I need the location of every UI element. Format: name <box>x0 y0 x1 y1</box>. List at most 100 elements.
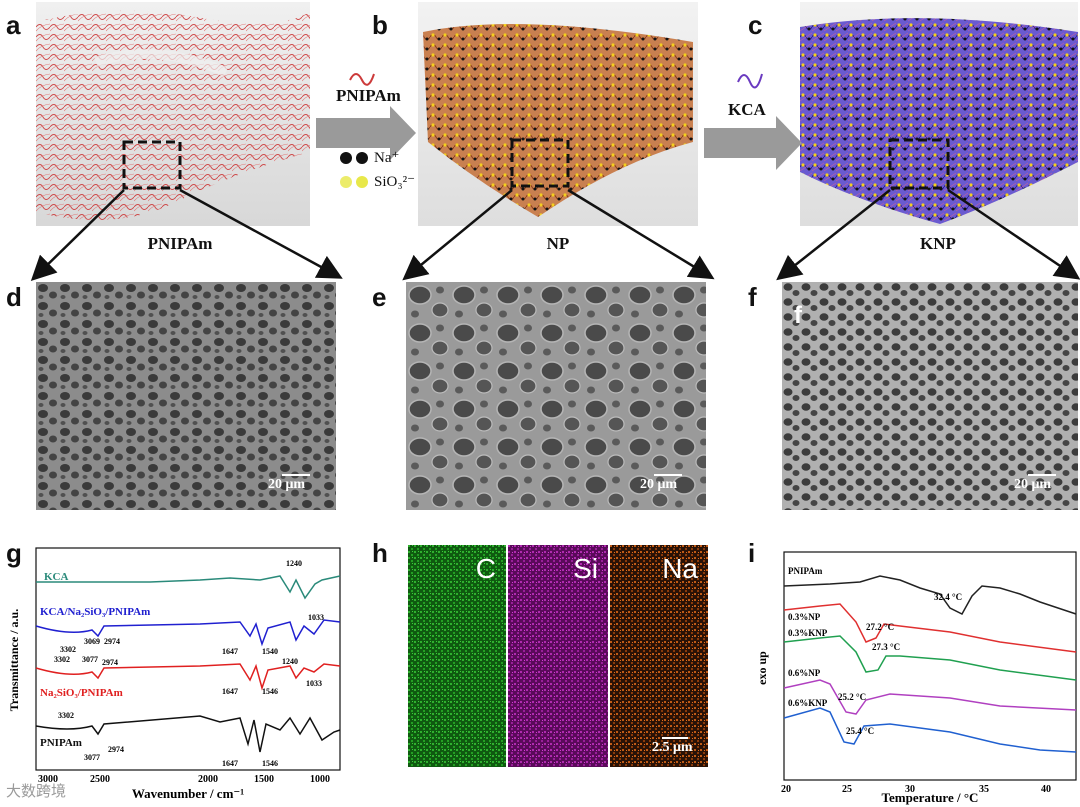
arrow-label-pnipam: PNIPAm <box>336 86 401 105</box>
dsc-x-tick-25: 25 <box>842 784 852 795</box>
sem-image-pnipam: 20 μm <box>36 282 336 510</box>
ftir-peak-red-1033: 1033 <box>306 679 322 688</box>
ftir-y-label: Transmittance / a.u. <box>7 609 21 711</box>
ftir-peak-blue-2974: 2974 <box>104 637 120 646</box>
panel-letter-g: g <box>6 538 22 568</box>
watermark: 大数跨境 <box>6 782 67 800</box>
ftir-peak-black-3077: 3077 <box>84 753 100 762</box>
ftir-line-kca-na2sio3-pnipam <box>35 619 341 647</box>
zoom-lines <box>30 188 1080 281</box>
eds-map-si: Si <box>508 545 608 767</box>
np-network-graphic <box>423 24 693 217</box>
panel-letter-i: i <box>748 538 756 568</box>
dsc-x-tick-30: 30 <box>905 784 915 795</box>
ftir-peak-red-3077: 3077 <box>82 655 98 664</box>
ftir-plot-frame <box>35 547 341 771</box>
pnipam-chain-icon <box>349 73 375 86</box>
dsc-line-06np <box>783 679 1077 715</box>
panel-letter-e: e <box>372 282 387 312</box>
ftir-peak-red-1546: 1546 <box>262 687 278 696</box>
ftir-x-tick-2500: 2500 <box>90 774 110 785</box>
sem-pores-large <box>406 282 706 510</box>
process-arrow-bc <box>704 73 802 170</box>
kca-chain-icon <box>737 73 763 89</box>
ftir-peak-black-1546: 1546 <box>262 759 278 768</box>
legend-sio3-dot <box>356 175 368 188</box>
dsc-x-tick-35: 35 <box>979 784 989 795</box>
dsc-y-label: exo up <box>755 651 769 685</box>
sem-image-np: 20 μm <box>406 282 706 510</box>
dsc-x-tick-40: 40 <box>1041 784 1051 795</box>
ftir-peak-blue-3069: 3069 <box>84 637 100 646</box>
dsc-label-06knp: 0.6%KNP <box>788 698 828 708</box>
scale-label-d: 20 μm <box>268 477 306 492</box>
ftir-label-pnipam: PNIPAm <box>40 737 82 749</box>
ftir-x-tick-3000: 3000 <box>38 774 58 785</box>
ftir-peak-blue-1647: 1647 <box>222 647 238 656</box>
na-ion-icon <box>340 152 352 164</box>
panel-letter-h: h <box>372 538 388 568</box>
scale-bar-h: 2.5 μm <box>652 737 693 756</box>
dsc-peak-03np: 27.2 °C <box>866 622 894 632</box>
ftir-label-na2sio3-pnipam: Na₂SiO₃/PNIPAm <box>40 687 123 699</box>
silicate-ion-icon <box>340 176 352 188</box>
sem-image-knp: f 20 μm <box>782 282 1078 510</box>
dsc-line-06knp <box>783 707 1077 753</box>
caption-np: NP <box>546 234 570 253</box>
ftir-peak-black-2974: 2974 <box>108 745 124 754</box>
inner-letter-f: f <box>794 302 802 329</box>
dsc-x-label: Temperature / °C <box>882 790 979 805</box>
scale-label-e: 20 μm <box>640 477 678 492</box>
eds-label-c: C <box>475 553 496 584</box>
dsc-label-03np: 0.3%NP <box>788 612 821 622</box>
legend-sio3: SiO₃²⁻ <box>356 172 415 191</box>
dsc-peak-06knp: 25.4 °C <box>846 726 874 736</box>
caption-pnipam: PNIPAm <box>147 234 213 253</box>
eds-label-na: Na <box>662 553 698 584</box>
caption-knp: KNP <box>920 234 956 253</box>
dsc-peak-pnipam: 32.4 °C <box>934 592 962 602</box>
knp-network-image <box>800 2 1078 226</box>
ftir-peak-blue-3302: 3302 <box>60 645 76 654</box>
dsc-peak-03knp: 27.3 °C <box>872 642 900 652</box>
arrow-label-kca: KCA <box>728 100 766 119</box>
process-arrow-ab <box>316 73 416 188</box>
dsc-chart: exo up Temperature / °C 20 25 30 35 40 P… <box>755 551 1077 805</box>
panel-letter-a: a <box>6 10 21 40</box>
dsc-x-tick-20: 20 <box>781 784 791 795</box>
dsc-line-pnipam <box>783 575 1077 615</box>
scale-bar-d: 20 μm <box>268 474 310 493</box>
dsc-label-pnipam: PNIPAm <box>788 566 823 576</box>
ftir-x-label: Wavenumber / cm⁻¹ <box>132 786 244 801</box>
dsc-line-03knp <box>783 635 1077 681</box>
ftir-chart: Transmittance / a.u. Wavenumber / cm⁻¹ 3… <box>7 547 341 801</box>
ftir-peak-blue-1240: 1240 <box>282 657 298 666</box>
legend-sio3-label: SiO₃²⁻ <box>374 174 415 190</box>
ftir-peak-red-2974: 2974 <box>102 658 118 667</box>
legend-na: Na⁺ <box>356 148 399 167</box>
knp-network-graphic <box>800 18 1078 224</box>
np-network-image <box>418 2 698 226</box>
ftir-peak-red-1647: 1647 <box>222 687 238 696</box>
sem-pores-fine <box>36 282 336 510</box>
scale-label-f: 20 μm <box>1014 477 1052 492</box>
ftir-peak-black-1647: 1647 <box>222 759 238 768</box>
scale-bar-e: 20 μm <box>640 474 682 493</box>
ftir-peak-kca-1240: 1240 <box>286 559 302 568</box>
ftir-peak-black-3302: 3302 <box>58 711 74 720</box>
sem-pores-medium <box>782 282 1078 510</box>
panel-letter-b: b <box>372 10 388 40</box>
dsc-label-03knp: 0.3%KNP <box>788 628 828 638</box>
scale-label-h: 2.5 μm <box>652 740 693 755</box>
ftir-peak-red-3302: 3302 <box>54 655 70 664</box>
ftir-label-kca: KCA <box>44 571 69 583</box>
scale-bar-f: 20 μm <box>1014 474 1056 493</box>
legend-na-label: Na⁺ <box>374 150 400 166</box>
ftir-x-tick-1000: 1000 <box>310 774 330 785</box>
ftir-label-kca-na2sio3-pnipam: KCA/Na₂SiO₃/PNIPAm <box>40 606 150 618</box>
eds-label-si: Si <box>573 553 598 584</box>
legend-na-dot <box>356 151 368 164</box>
dsc-label-06np: 0.6%NP <box>788 668 821 678</box>
ftir-x-tick-2000: 2000 <box>198 774 218 785</box>
eds-map-na: Na 2.5 μm <box>610 545 708 767</box>
